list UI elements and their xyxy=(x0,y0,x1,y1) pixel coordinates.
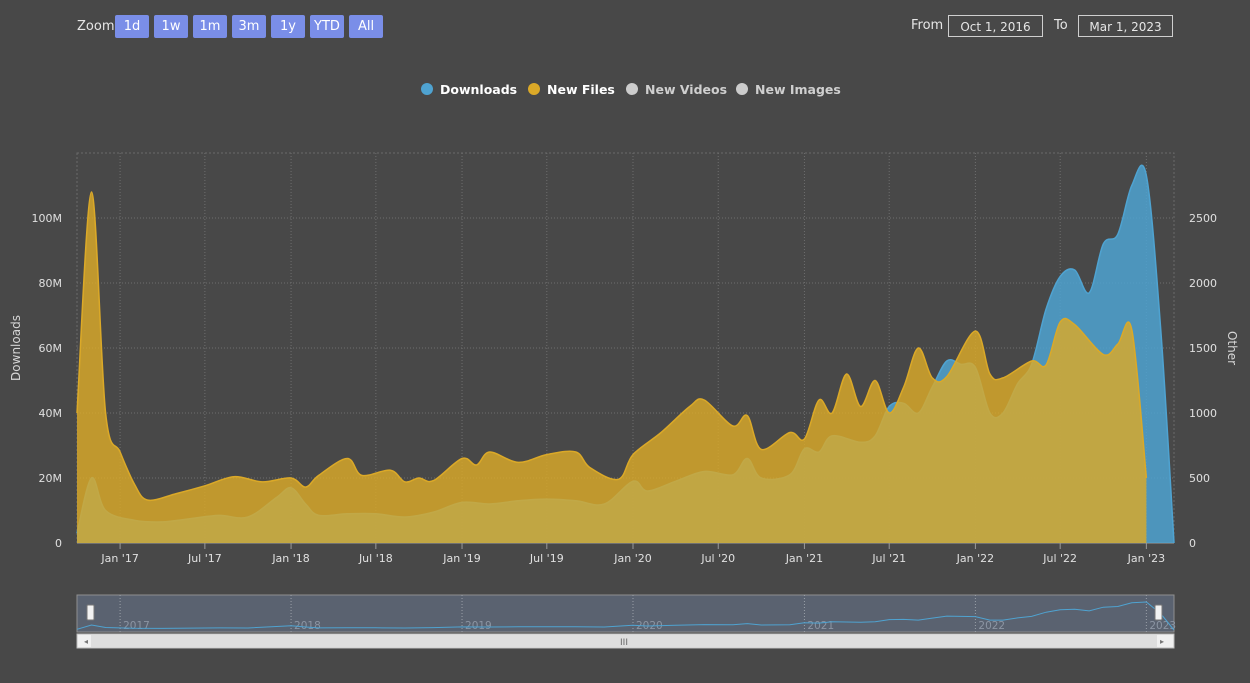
from-label: From xyxy=(911,18,944,33)
x-axis-tick-label: Jan '23 xyxy=(1127,552,1165,565)
legend-label: New Images xyxy=(755,82,841,97)
legend-item-downloads[interactable]: Downloads xyxy=(421,82,517,97)
scrollbar-thumb xyxy=(91,635,1157,647)
series-line-new-files xyxy=(76,191,1148,502)
y-axis-right-tick-label: 0 xyxy=(1189,537,1196,550)
series-area-new-files xyxy=(77,192,1147,543)
navigator-year-label: 2023 xyxy=(1149,620,1176,632)
legend-marker-icon xyxy=(626,83,638,95)
x-axis-tick-label: Jan '22 xyxy=(956,552,994,565)
y-axis-left-tick-label: 60M xyxy=(39,342,63,355)
y-axis-left-tick-label: 100M xyxy=(32,212,63,225)
navigator-year-label: 2022 xyxy=(978,620,1005,632)
y-axis-right-tick-label: 2000 xyxy=(1189,277,1217,290)
zoom-button-all[interactable]: All xyxy=(349,15,383,38)
x-axis-tick-label: Jan '20 xyxy=(613,552,651,565)
zoom-button-1m[interactable]: 1m xyxy=(193,15,227,38)
x-axis-tick-label: Jan '17 xyxy=(100,552,138,565)
scrollbar-right-arrow-icon: ▸ xyxy=(1160,637,1164,646)
scrollbar-left-arrow-icon: ◂ xyxy=(84,637,88,646)
navigator-year-label: 2019 xyxy=(465,620,492,632)
x-axis-tick-label: Jul '20 xyxy=(700,552,735,565)
y-axis-left-tick-label: 20M xyxy=(39,472,63,485)
y-axis-left-tick-label: 0 xyxy=(55,537,62,550)
zoom-label: Zoom xyxy=(77,19,115,34)
legend-item-new-files[interactable]: New Files xyxy=(528,82,615,97)
scrollbar-grip: III xyxy=(620,638,628,648)
y-axis-right-tick-label: 1500 xyxy=(1189,342,1217,355)
y-axis-left-title: Downloads xyxy=(9,315,23,381)
navigator-year-label: 2017 xyxy=(123,620,150,632)
x-axis-tick-label: Jul '17 xyxy=(187,552,222,565)
x-axis-tick-label: Jan '21 xyxy=(785,552,823,565)
x-axis-tick-label: Jul '22 xyxy=(1042,552,1077,565)
navigator-year-label: 2018 xyxy=(294,620,321,632)
y-axis-right-title: Other xyxy=(1225,331,1239,365)
x-axis-tick-label: Jul '21 xyxy=(871,552,906,565)
navigator-handle-right xyxy=(1154,604,1163,621)
from-date-input[interactable]: Oct 1, 2016 xyxy=(948,15,1043,37)
legend-marker-icon xyxy=(421,83,433,95)
navigator-window xyxy=(76,594,1175,633)
zoom-button-1w[interactable]: 1w xyxy=(154,15,188,38)
y-axis-right-tick-label: 500 xyxy=(1189,472,1210,485)
legend-label: New Files xyxy=(547,82,615,97)
navigator-series-line xyxy=(76,601,1175,631)
navigator-handle-left xyxy=(86,604,95,621)
x-axis-tick-label: Jan '19 xyxy=(442,552,480,565)
legend-item-new-images[interactable]: New Images xyxy=(736,82,841,97)
legend-label: Downloads xyxy=(440,82,518,97)
y-axis-left-tick-label: 80M xyxy=(39,277,63,290)
y-axis-left-tick-label: 40M xyxy=(39,407,63,420)
y-axis-right-tick-label: 2500 xyxy=(1189,212,1217,225)
x-axis-tick-label: Jul '19 xyxy=(529,552,564,565)
zoom-button-3m[interactable]: 3m xyxy=(232,15,266,38)
legend-label: New Videos xyxy=(645,82,728,97)
legend-marker-icon xyxy=(528,83,540,95)
x-axis-tick-label: Jan '18 xyxy=(271,552,309,565)
x-axis-tick-label: Jul '18 xyxy=(358,552,393,565)
to-date-input[interactable]: Mar 1, 2023 xyxy=(1078,15,1173,37)
to-label: To xyxy=(1054,18,1068,33)
legend-item-new-videos[interactable]: New Videos xyxy=(626,82,727,97)
zoom-button-1y[interactable]: 1y xyxy=(271,15,305,38)
zoom-button-ytd[interactable]: YTD xyxy=(310,15,344,38)
legend-marker-icon xyxy=(736,83,748,95)
y-axis-right-tick-label: 1000 xyxy=(1189,407,1217,420)
zoom-button-1d[interactable]: 1d xyxy=(115,15,149,38)
plot-border xyxy=(76,152,1175,544)
